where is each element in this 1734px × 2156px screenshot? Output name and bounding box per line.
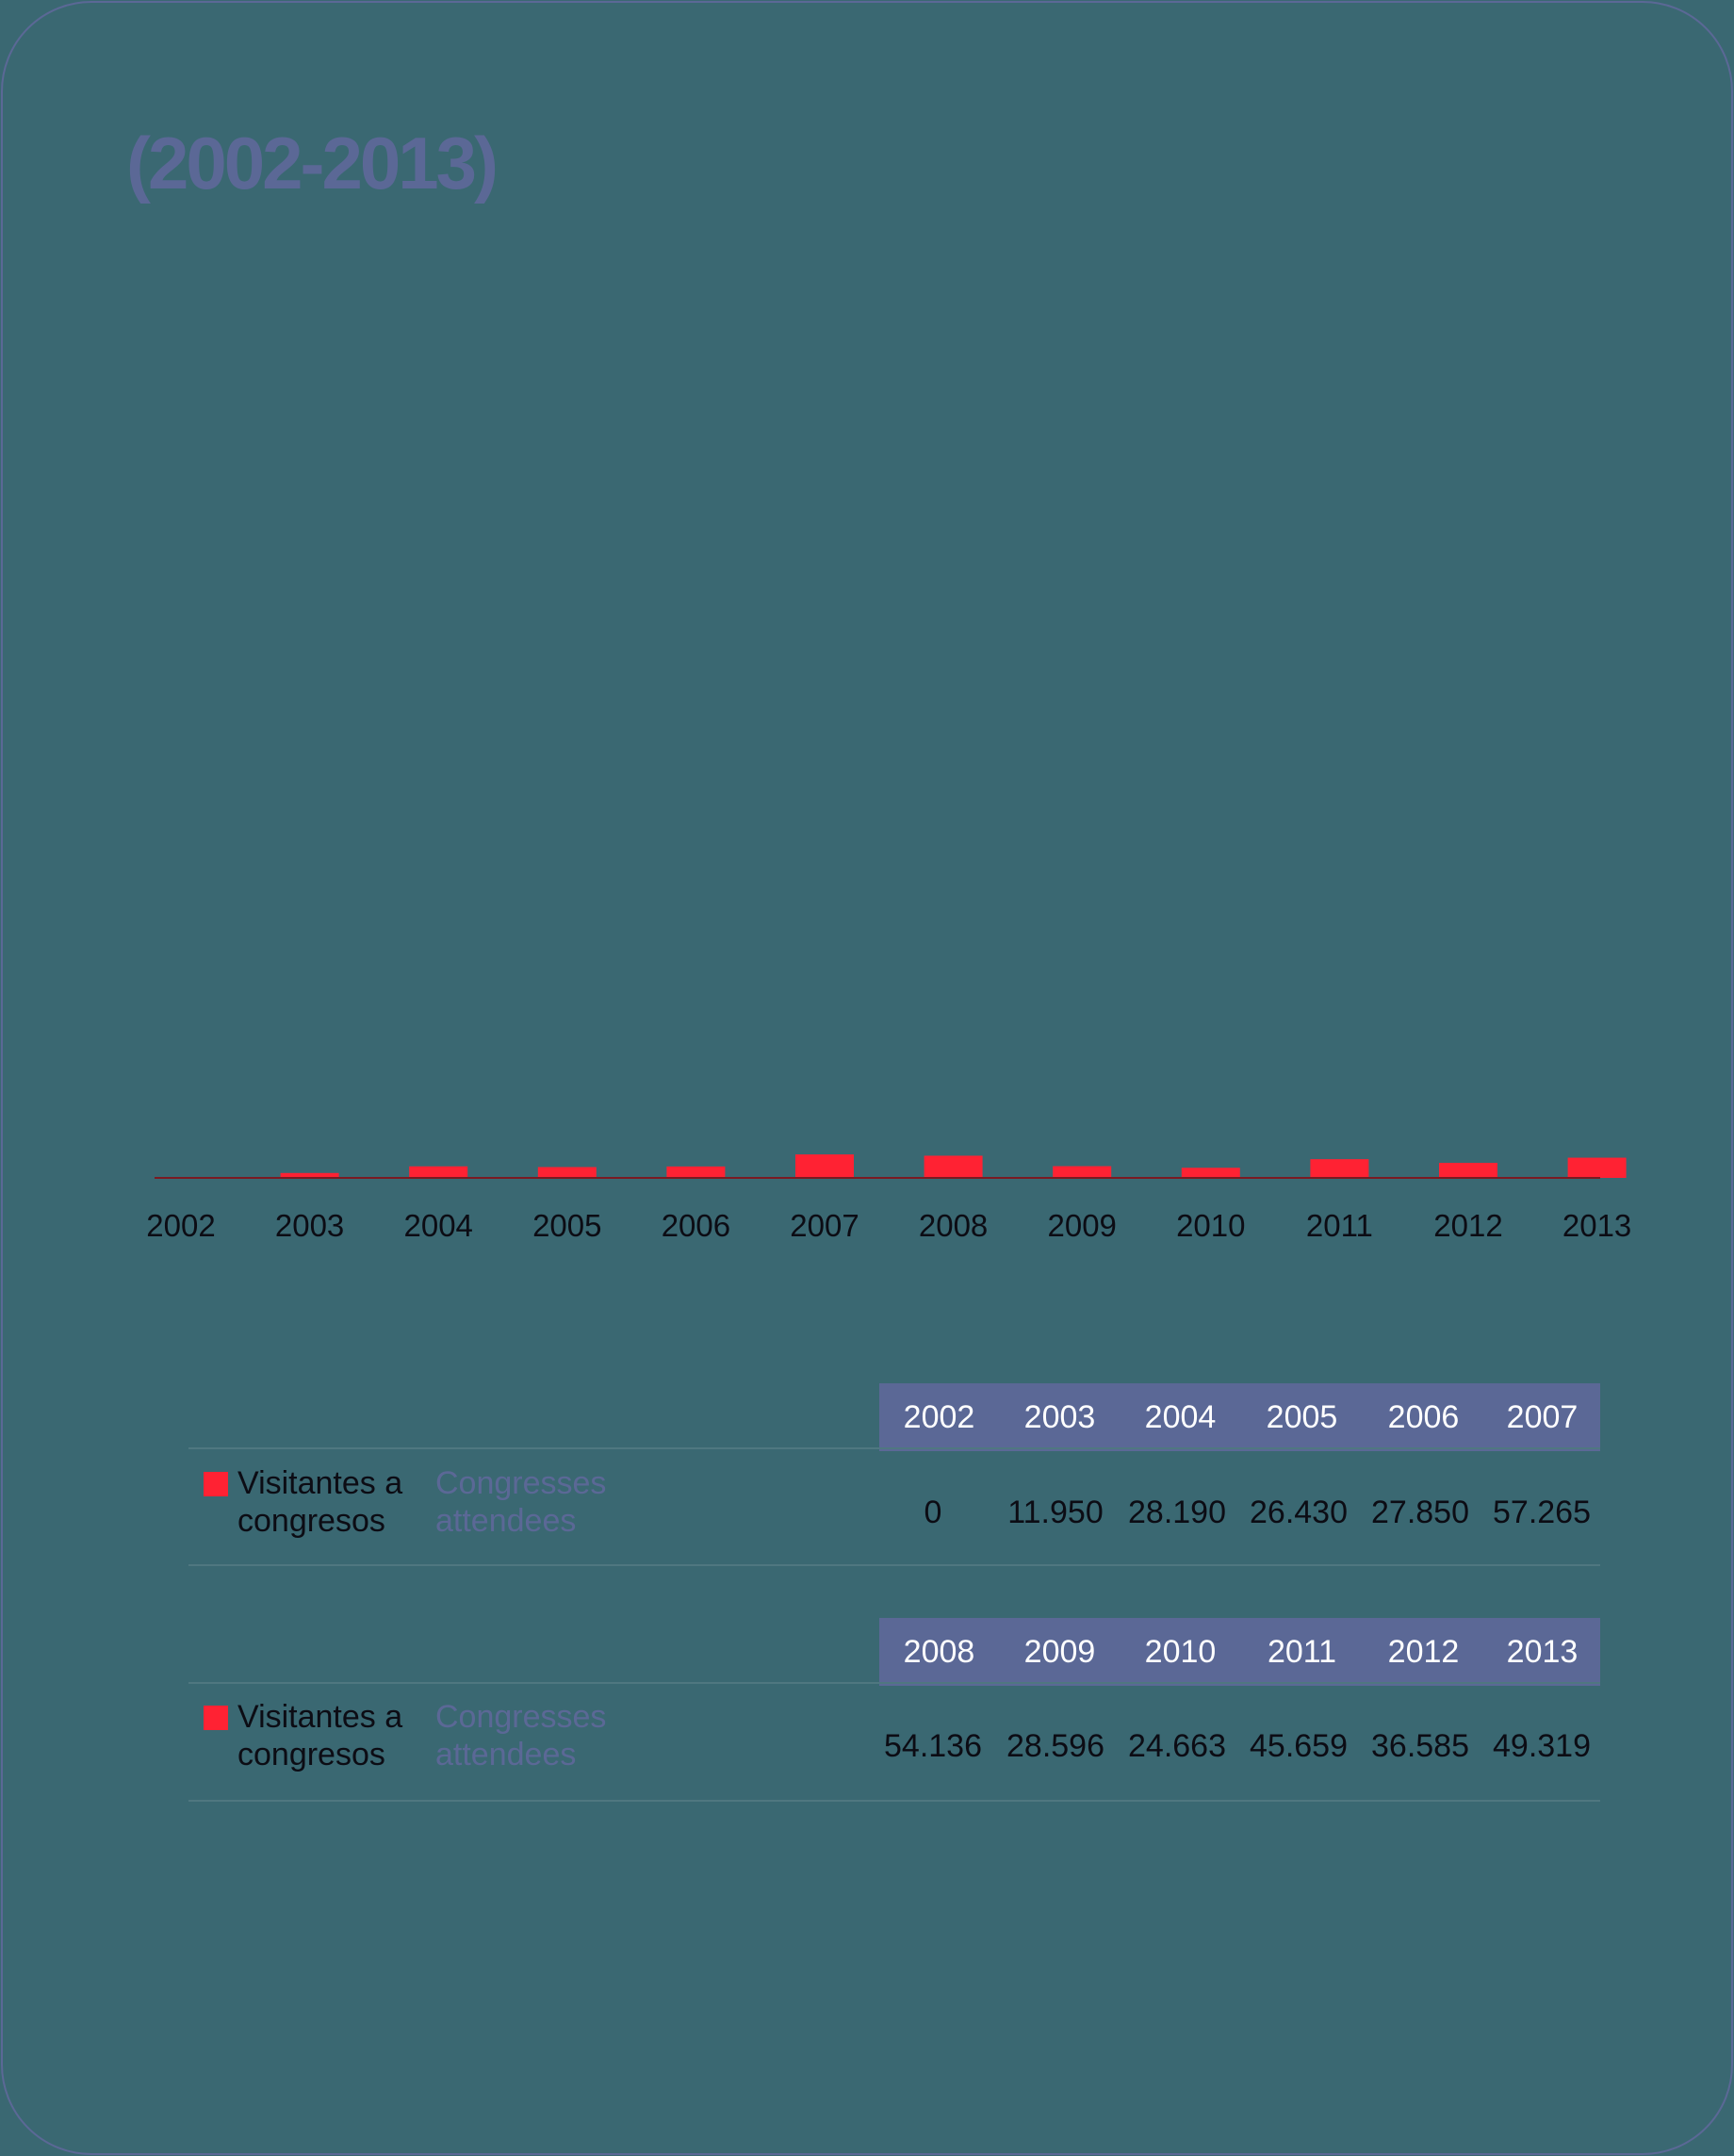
- year-header: 2008: [903, 1634, 975, 1670]
- table-cell: 27.850: [1371, 1494, 1469, 1530]
- year-header: 2007: [1506, 1399, 1579, 1435]
- year-header: 2006: [1387, 1399, 1460, 1435]
- table-cell: 57.265: [1493, 1494, 1591, 1530]
- x-tick-label: 2009: [1047, 1208, 1116, 1243]
- x-tick-label: 2004: [403, 1208, 472, 1243]
- x-tick-label: 2013: [1562, 1208, 1631, 1243]
- x-tick-label: 2011: [1306, 1208, 1373, 1243]
- row-label-en: Congresses attendees: [435, 1699, 607, 1772]
- bar-2007: [795, 1154, 854, 1178]
- x-tick-label: 2006: [662, 1208, 730, 1243]
- bar-2012: [1439, 1163, 1497, 1178]
- x-tick-label: 2005: [532, 1208, 601, 1243]
- bar-2009: [1053, 1166, 1112, 1178]
- year-header: 2010: [1144, 1634, 1217, 1670]
- table-cell: 0: [924, 1494, 942, 1530]
- x-tick-label: 2010: [1176, 1208, 1245, 1243]
- year-header: 2013: [1506, 1634, 1579, 1670]
- chart-title: (2002-2013): [126, 122, 499, 204]
- table-cell: 36.585: [1371, 1728, 1469, 1764]
- table-header-2: 2008 2009 2010 2011 2012 2013: [879, 1618, 1600, 1686]
- year-header: 2009: [1023, 1634, 1096, 1670]
- legend-swatch: [204, 1472, 228, 1496]
- year-header: 2011: [1267, 1634, 1337, 1670]
- bar-2008: [924, 1155, 983, 1178]
- bar-2013: [1567, 1157, 1627, 1178]
- bar-2011: [1310, 1159, 1369, 1178]
- bar-2003: [280, 1172, 339, 1178]
- table-header-1: 2002 2003 2004 2005 2006 2007: [879, 1383, 1600, 1451]
- table-cell: 28.596: [1006, 1728, 1104, 1764]
- row-label-en: Congresses attendees: [435, 1465, 607, 1539]
- table-cell: 49.319: [1493, 1728, 1591, 1764]
- year-header: 2012: [1387, 1634, 1460, 1670]
- year-header: 2005: [1266, 1399, 1338, 1435]
- year-header: 2003: [1023, 1399, 1096, 1435]
- x-tick-label: 2003: [275, 1208, 344, 1243]
- table-divider: [188, 1447, 1600, 1449]
- table-cell: 54.136: [884, 1728, 982, 1764]
- bar-chart: 2002 2003 2004 2005 2006 2007 2008 2009 2010 2011…: [146, 1154, 1631, 1243]
- year-header: 2002: [903, 1399, 975, 1435]
- legend-swatch: [204, 1706, 228, 1730]
- year-header: 2004: [1144, 1399, 1217, 1435]
- row-label-es: Visitantes a congresos: [237, 1699, 403, 1772]
- bar-2010: [1181, 1168, 1240, 1178]
- table-cell: 28.190: [1128, 1494, 1226, 1530]
- table-cell: 26.430: [1250, 1494, 1348, 1530]
- bar-2006: [666, 1166, 726, 1178]
- table-divider: [188, 1564, 1600, 1566]
- table-cell: 24.663: [1128, 1728, 1226, 1764]
- x-tick-label: 2002: [146, 1208, 215, 1243]
- x-tick-label: 2012: [1433, 1208, 1502, 1243]
- x-tick-label: 2008: [919, 1208, 988, 1243]
- x-tick-label: 2007: [790, 1208, 859, 1243]
- row-label-es: Visitantes a congresos: [237, 1465, 403, 1539]
- table-cell: 11.950: [1007, 1494, 1104, 1530]
- table-divider: [188, 1682, 1600, 1684]
- table-divider: [188, 1800, 1600, 1802]
- table-cell: 45.659: [1250, 1728, 1348, 1764]
- bar-2004: [409, 1166, 468, 1178]
- bar-2005: [537, 1167, 597, 1178]
